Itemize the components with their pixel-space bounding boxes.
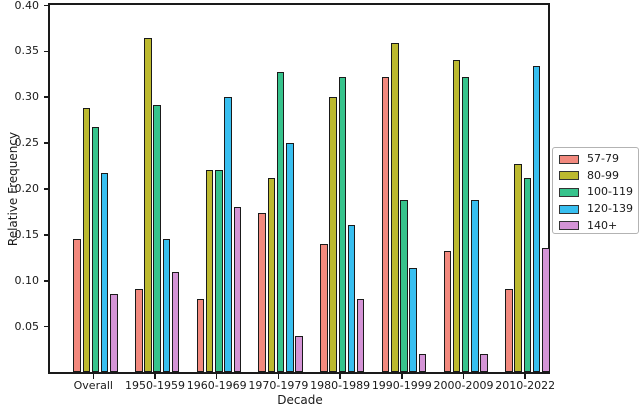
bar-57-79-1980-1989: [320, 243, 328, 372]
bar-140+-1960-1969: [233, 206, 241, 372]
legend-swatch-icon: [559, 154, 579, 164]
bar-120-139-1990-1999: [409, 268, 417, 372]
bar-120-139-1970-1979: [286, 142, 294, 372]
bar-57-79-1990-1999: [381, 77, 390, 372]
y-tick-label-0.35: 0.35: [14, 44, 40, 58]
bar-100-119-2010-2022: [523, 177, 532, 372]
x-tick-1970-1979: [277, 374, 280, 379]
bar-80-99-1980-1989: [329, 96, 337, 372]
legend-swatch-icon: [559, 221, 579, 231]
y-tick-0.40: [43, 4, 49, 7]
bar-100-119-2000-2009: [461, 77, 470, 372]
plot-area: [48, 3, 550, 374]
bar-80-99-2000-2009: [452, 60, 461, 372]
legend: 57-79 80-99 100-119 120-139 140+: [552, 147, 639, 234]
legend-label: 80-99: [587, 168, 619, 182]
y-tick-label-0.30: 0.30: [14, 90, 40, 104]
y-tick-0.10: [43, 279, 49, 282]
bar-80-99-1950-1959: [144, 38, 152, 372]
bar-80-99-1970-1979: [267, 178, 276, 372]
bar-80-99-1960-1969: [205, 170, 214, 372]
legend-entry-120-139: 120-139: [559, 201, 638, 218]
x-tick-2000-2009: [462, 374, 465, 379]
bar-120-139-1960-1969: [224, 96, 232, 372]
x-tick-label-1960-1969: 1960-1969: [186, 379, 247, 392]
y-tick-label-0.05: 0.05: [14, 319, 40, 333]
bar-57-79-2010-2022: [505, 288, 513, 372]
x-tick-1960-1969: [215, 374, 218, 379]
x-tick-label-1980-1989: 1980-1989: [310, 379, 371, 392]
legend-swatch-icon: [559, 171, 579, 181]
x-tick-Overall: [92, 374, 95, 379]
bar-100-119-1970-1979: [276, 71, 285, 372]
legend-label: 120-139: [587, 202, 633, 216]
bar-100-119-1950-1959: [153, 105, 161, 372]
bar-140+-1950-1959: [171, 272, 180, 372]
x-tick-1980-1989: [339, 374, 341, 379]
x-tick-1950-1959: [154, 374, 156, 379]
bar-120-139-Overall: [100, 172, 109, 372]
bar-120-139-1980-1989: [347, 225, 356, 372]
y-tick-label-0.10: 0.10: [14, 273, 40, 287]
legend-entry-100-119: 100-119: [559, 184, 638, 201]
bar-140+-1980-1989: [356, 298, 365, 372]
legend-label: 100-119: [587, 185, 633, 199]
bar-100-119-1980-1989: [338, 77, 346, 372]
bar-57-79-1950-1959: [135, 288, 143, 372]
legend-label: 57-79: [587, 152, 619, 166]
bar-140+-1970-1979: [295, 336, 303, 372]
y-tick-0.05: [43, 325, 49, 328]
x-tick-label-Overall: Overall: [73, 379, 113, 392]
y-tick-0.15: [43, 234, 49, 236]
x-tick-label-1950-1959: 1950-1959: [125, 379, 185, 392]
bar-57-79-2000-2009: [443, 250, 451, 372]
bar-100-119-1960-1969: [215, 170, 223, 372]
bar-57-79-Overall: [73, 238, 81, 372]
legend-label: 140+: [587, 218, 618, 232]
bar-140+-2010-2022: [542, 248, 550, 372]
legend-entry-57-79: 57-79: [559, 151, 638, 168]
bar-140+-1990-1999: [418, 353, 427, 372]
y-tick-0.20: [43, 188, 49, 190]
y-tick-label-0.25: 0.25: [14, 136, 40, 150]
bar-100-119-Overall: [91, 127, 100, 372]
x-tick-label-2010-2022: 2010-2022: [495, 379, 556, 392]
y-tick-label-0.15: 0.15: [14, 227, 40, 241]
y-tick-label-0.40: 0.40: [14, 0, 40, 12]
legend-swatch-icon: [559, 204, 579, 214]
bar-80-99-Overall: [82, 107, 90, 372]
bar-100-119-1990-1999: [400, 199, 408, 372]
legend-entry-140+: 140+: [559, 217, 638, 234]
x-tick-label-1990-1999: 1990-1999: [371, 379, 432, 392]
legend-swatch-icon: [559, 187, 579, 197]
bar-120-139-2000-2009: [471, 199, 479, 372]
bar-80-99-2010-2022: [514, 163, 522, 372]
bar-120-139-1950-1959: [162, 238, 171, 372]
y-tick-0.30: [43, 96, 49, 99]
x-tick-label-2000-2009: 2000-2009: [433, 379, 494, 392]
bar-120-139-2010-2022: [532, 66, 541, 372]
x-axis-title: Decade: [277, 393, 323, 407]
x-tick-1990-1999: [401, 374, 403, 379]
legend-entry-80-99: 80-99: [559, 168, 638, 185]
y-tick-0.25: [43, 142, 49, 144]
y-tick-0.35: [43, 50, 49, 53]
bar-80-99-1990-1999: [391, 42, 399, 372]
x-tick-2010-2022: [524, 374, 526, 379]
bar-140+-2000-2009: [480, 353, 488, 372]
y-tick-label-0.20: 0.20: [14, 182, 40, 195]
bar-140+-Overall: [110, 294, 118, 372]
bar-57-79-1970-1979: [258, 213, 266, 372]
bar-57-79-1960-1969: [196, 298, 205, 372]
x-tick-label-1970-1979: 1970-1979: [248, 379, 309, 392]
